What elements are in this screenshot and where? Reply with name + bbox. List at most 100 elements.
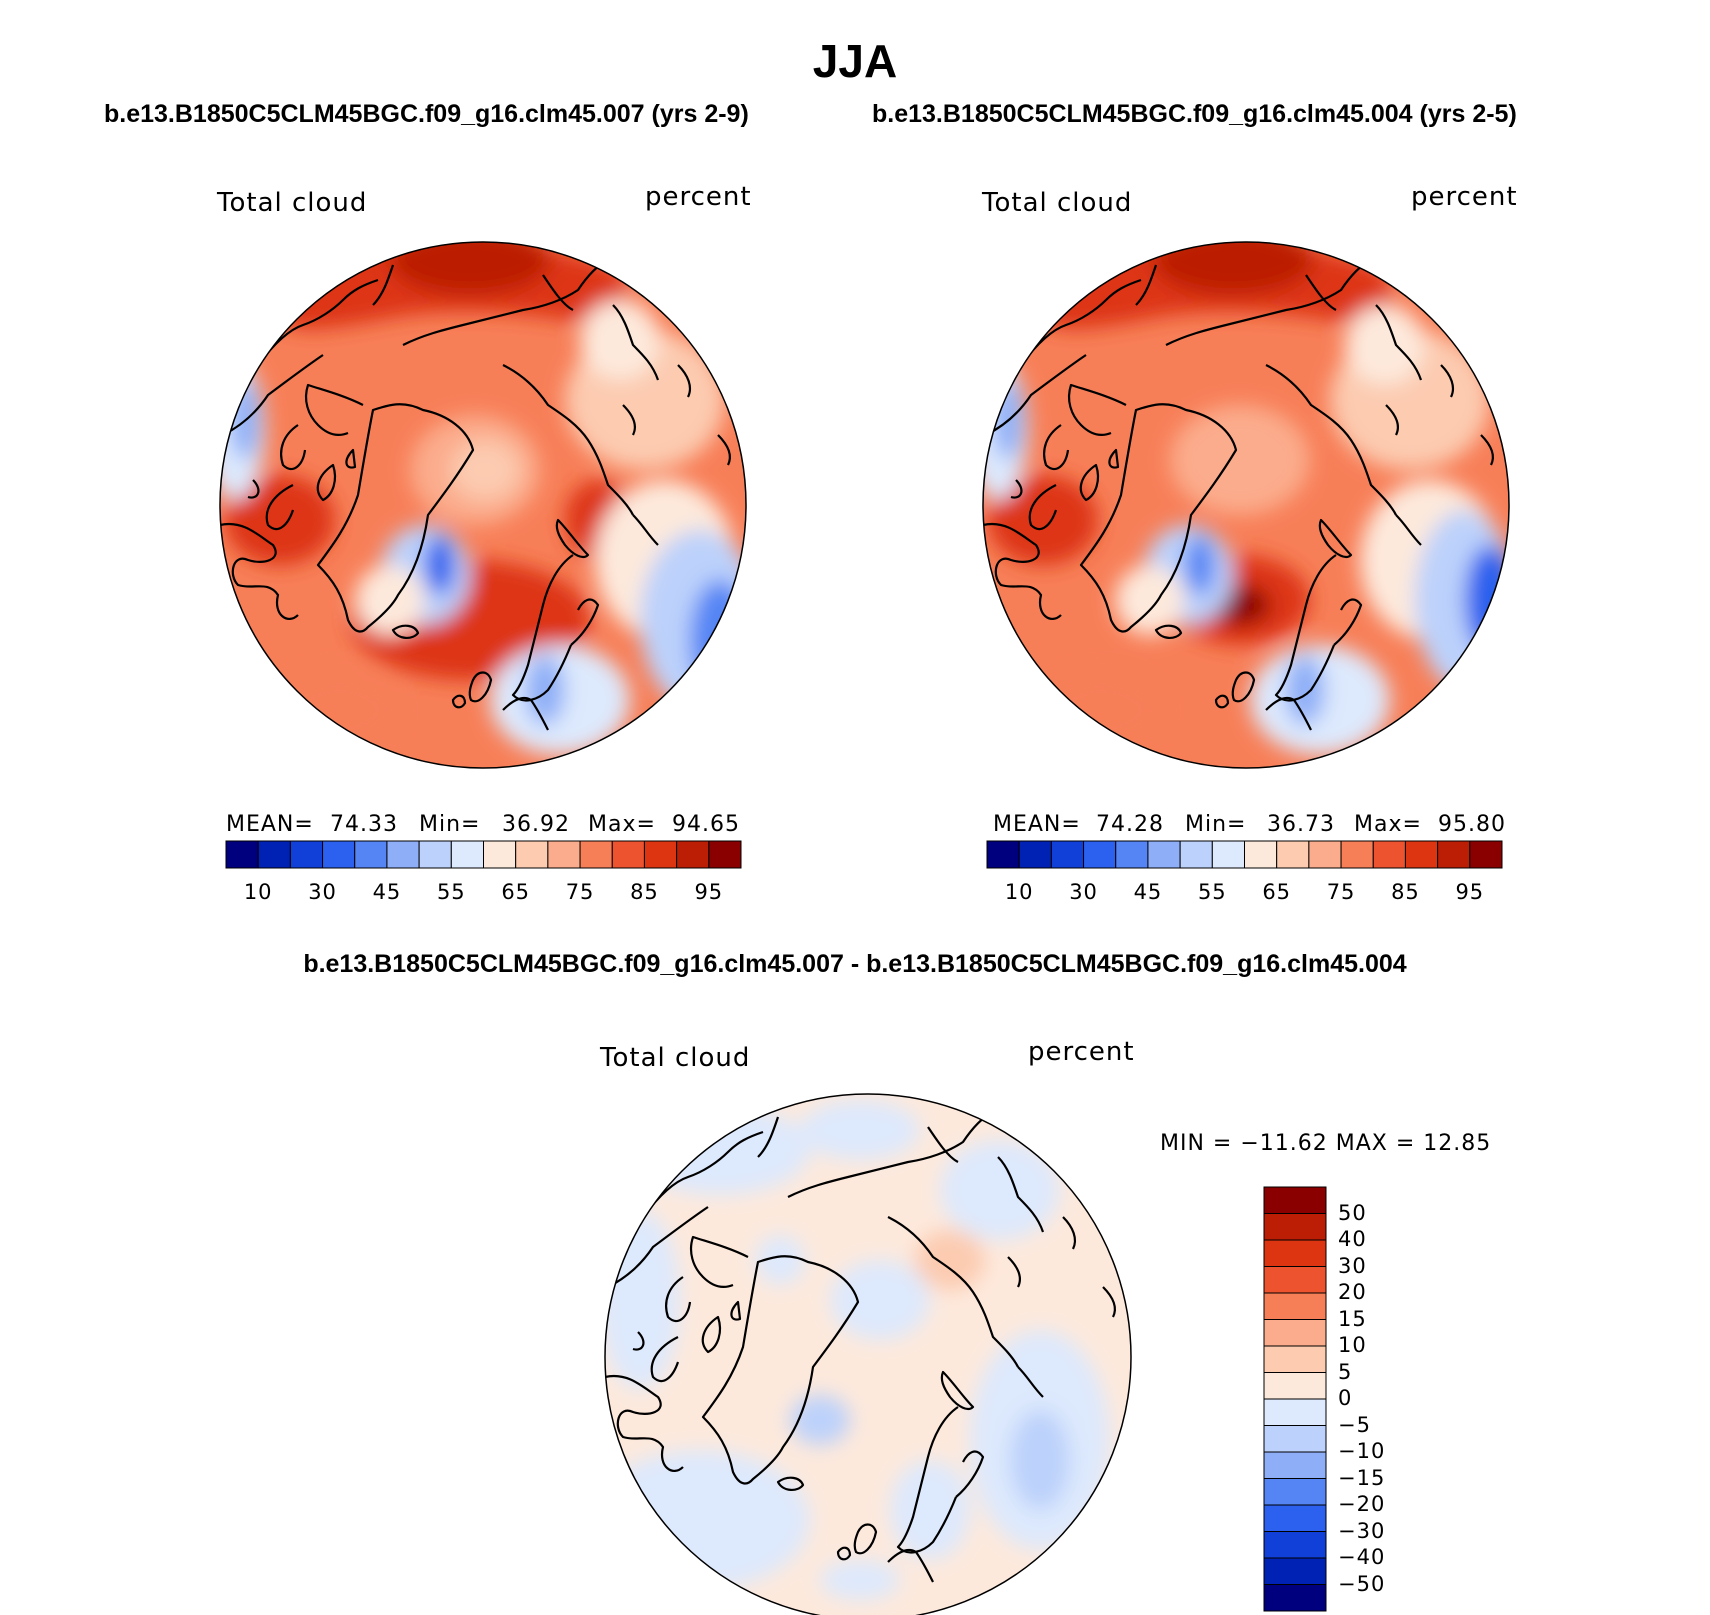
right-panel-subtitle: b.e13.B1850C5CLM45BGC.f09_g16.clm45.004 … <box>872 100 1517 128</box>
colorbar-swatch <box>515 840 549 869</box>
colorbar-swatch <box>450 840 484 869</box>
colorbar-swatch <box>1263 1557 1327 1585</box>
colorbar-tick-label: 85 <box>1391 880 1420 904</box>
colorbar-swatch <box>1404 840 1439 869</box>
colorbar-swatch <box>225 840 259 869</box>
left-colorbar <box>225 840 742 869</box>
colorbar-tick-label: −15 <box>1338 1465 1386 1490</box>
right-mean-label: MEAN= <box>993 812 1081 837</box>
left-min-label: Min= <box>419 812 481 837</box>
colorbar-tick-label: 10 <box>243 880 273 904</box>
colorbar-swatch <box>1263 1239 1327 1267</box>
left-polar-map <box>219 241 747 769</box>
colorbar-tick-label: 45 <box>372 880 402 904</box>
colorbar-tick-label: 65 <box>1262 880 1292 904</box>
colorbar-tick-label: −40 <box>1338 1545 1386 1569</box>
colorbar-swatch <box>1437 840 1471 869</box>
diff-minmax-label: MIN = −11.62 MAX = 12.85 <box>1160 1131 1492 1156</box>
colorbar-swatch <box>1263 1478 1327 1506</box>
colorbar-swatch <box>1018 840 1052 869</box>
colorbar-swatch <box>1179 840 1213 869</box>
colorbar-swatch <box>708 840 742 869</box>
colorbar-tick-label: 20 <box>1338 1280 1367 1304</box>
colorbar-tick-label: 95 <box>1455 880 1485 904</box>
left-mean-label: MEAN= <box>226 812 314 837</box>
colorbar-swatch <box>1263 1425 1327 1453</box>
colorbar-tick-label: −5 <box>1338 1412 1371 1437</box>
colorbar-swatch <box>1244 840 1278 869</box>
colorbar-tick-label: 5 <box>1338 1359 1353 1384</box>
colorbar-swatch <box>1083 840 1117 869</box>
colorbar-swatch <box>1263 1345 1327 1373</box>
right-colorbar <box>986 840 1503 869</box>
colorbar-tick-label: 85 <box>630 880 659 904</box>
colorbar-tick-label: 40 <box>1338 1227 1367 1251</box>
right-min-label: Min= <box>1185 812 1247 837</box>
right-polar-map <box>982 241 1510 769</box>
left-min-value: 36.92 <box>502 812 570 837</box>
colorbar-swatch <box>1147 840 1181 869</box>
diff-colorbar <box>1263 1186 1327 1612</box>
colorbar-tick-label: 65 <box>501 880 531 904</box>
colorbar-tick-label: 95 <box>694 880 724 904</box>
colorbar-swatch <box>611 840 645 869</box>
left-units-label: percent <box>645 182 752 212</box>
colorbar-swatch <box>1276 840 1310 869</box>
colorbar-swatch <box>418 840 452 869</box>
colorbar-swatch <box>1372 840 1406 869</box>
colorbar-tick-label: 10 <box>1338 1333 1367 1357</box>
colorbar-tick-label: −30 <box>1338 1518 1386 1543</box>
colorbar-swatch <box>1263 1398 1327 1426</box>
colorbar-tick-label: 30 <box>308 880 337 904</box>
colorbar-tick-label: 0 <box>1338 1386 1353 1410</box>
left-max-label: Max= <box>588 812 656 837</box>
colorbar-swatch <box>1340 840 1374 869</box>
colorbar-swatch <box>547 840 581 869</box>
colorbar-tick-label: 55 <box>436 880 466 904</box>
colorbar-tick-label: 30 <box>1069 880 1098 904</box>
colorbar-swatch <box>322 840 356 869</box>
colorbar-tick-label: 55 <box>1197 880 1227 904</box>
colorbar-swatch <box>1263 1213 1327 1241</box>
colorbar-tick-label: 50 <box>1338 1200 1367 1225</box>
diff-variable-label: Total cloud <box>600 1043 751 1073</box>
left-panel-subtitle: b.e13.B1850C5CLM45BGC.f09_g16.clm45.007 … <box>104 100 749 128</box>
right-max-label: Max= <box>1354 812 1422 837</box>
left-max-value: 94.65 <box>672 812 740 837</box>
right-variable-label: Total cloud <box>982 188 1133 218</box>
colorbar-swatch <box>1263 1372 1327 1400</box>
colorbar-swatch <box>1263 1186 1327 1214</box>
colorbar-swatch <box>386 840 420 869</box>
colorbar-tick-label: −10 <box>1338 1439 1386 1463</box>
right-max-value: 95.80 <box>1438 812 1506 837</box>
colorbar-tick-label: −20 <box>1338 1492 1386 1516</box>
colorbar-tick-label: 30 <box>1338 1253 1367 1278</box>
colorbar-swatch <box>1469 840 1503 869</box>
colorbar-tick-label: 15 <box>1338 1306 1367 1331</box>
colorbar-swatch <box>1263 1266 1327 1294</box>
left-mean-value: 74.33 <box>330 812 398 837</box>
colorbar-tick-label: 45 <box>1133 880 1163 904</box>
left-variable-label: Total cloud <box>217 188 368 218</box>
right-mean-value: 74.28 <box>1096 812 1164 837</box>
colorbar-tick-label: −50 <box>1338 1571 1386 1596</box>
page-title: JJA <box>812 35 898 87</box>
colorbar-swatch <box>1263 1451 1327 1479</box>
colorbar-swatch <box>1263 1531 1327 1559</box>
colorbar-swatch <box>354 840 388 869</box>
colorbar-swatch <box>1263 1319 1327 1347</box>
colorbar-swatch <box>289 840 324 869</box>
colorbar-swatch <box>1115 840 1149 869</box>
colorbar-swatch <box>1263 1504 1327 1532</box>
colorbar-swatch <box>986 840 1020 869</box>
colorbar-swatch <box>257 840 291 869</box>
right-units-label: percent <box>1411 182 1518 212</box>
colorbar-swatch <box>1263 1584 1327 1612</box>
colorbar-swatch <box>676 840 710 869</box>
colorbar-swatch <box>1211 840 1245 869</box>
colorbar-swatch <box>643 840 678 869</box>
diff-polar-map <box>604 1093 1132 1615</box>
colorbar-tick-label: 75 <box>1326 880 1356 904</box>
colorbar-swatch <box>483 840 517 869</box>
